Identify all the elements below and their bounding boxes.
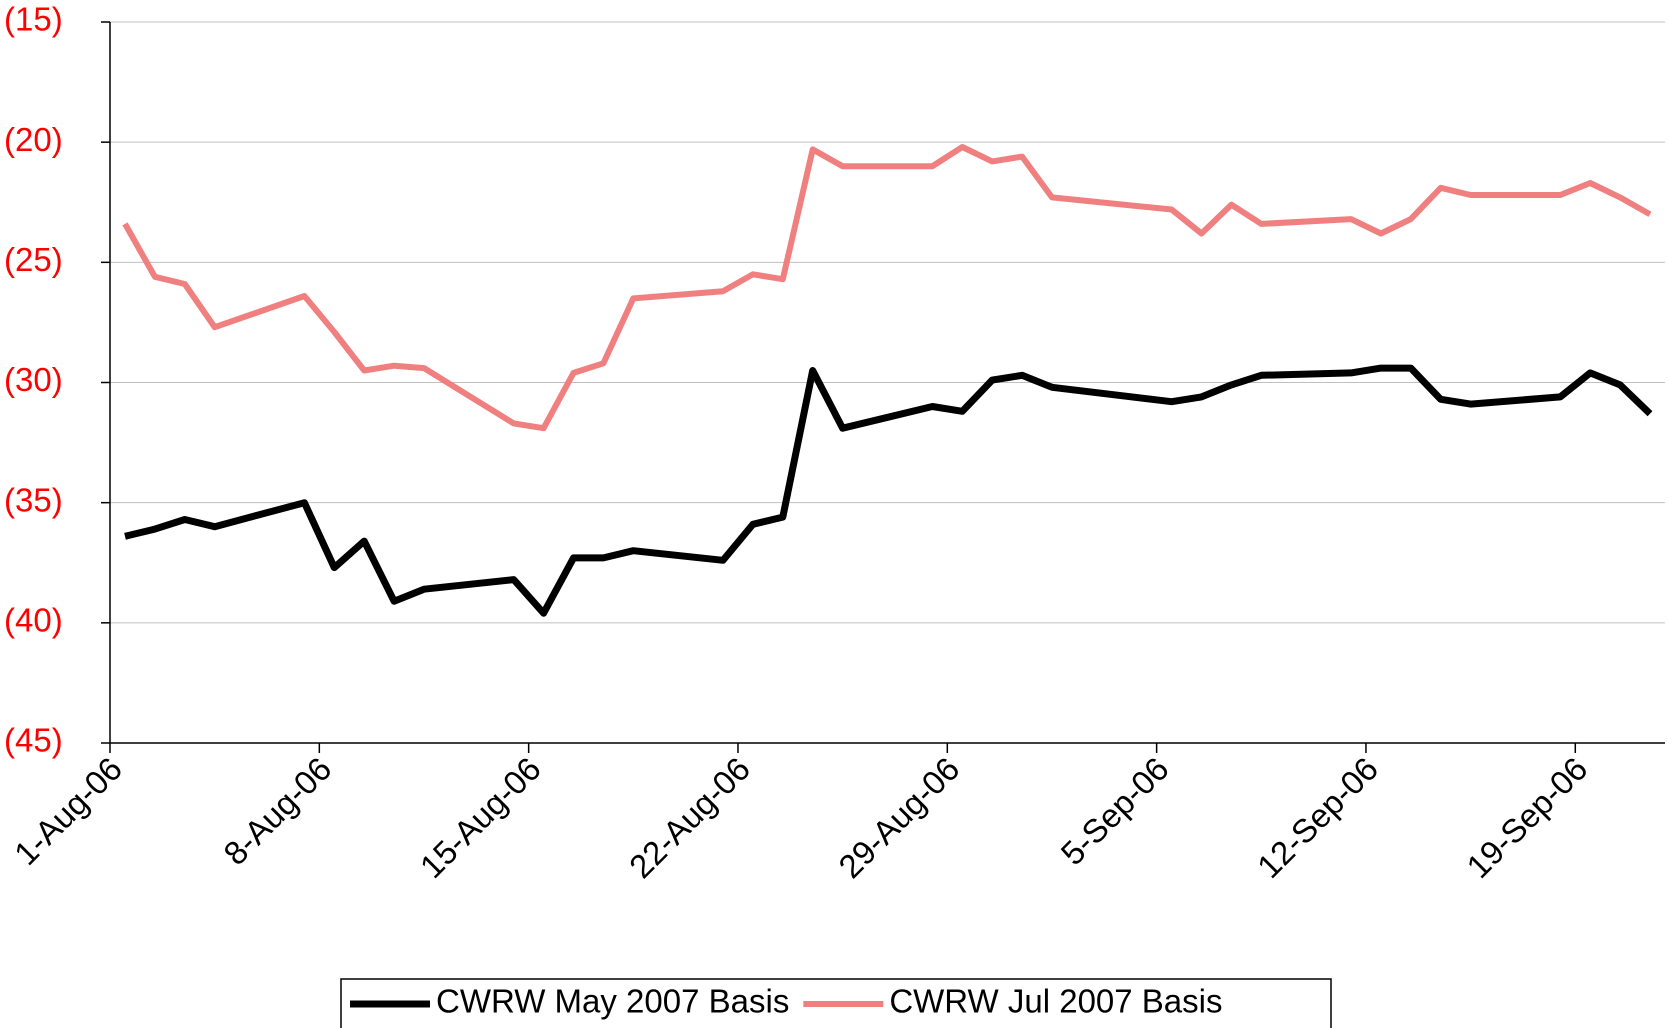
legend-label: CWRW Jul 2007 Basis — [889, 983, 1222, 1020]
y-tick-label: (35) — [4, 481, 63, 518]
x-tick-label: 1-Aug-06 — [7, 750, 129, 872]
x-tick-label: 15-Aug-06 — [413, 750, 548, 885]
y-tick-label: (30) — [4, 361, 63, 398]
y-tick-label: (25) — [4, 241, 63, 278]
y-tick-label: (40) — [4, 602, 63, 639]
x-tick-label: 19-Sep-06 — [1459, 750, 1594, 885]
y-tick-label: (20) — [4, 121, 63, 158]
legend-label: CWRW May 2007 Basis — [436, 983, 789, 1020]
x-tick-label: 12-Sep-06 — [1250, 750, 1385, 885]
legend: CWRW May 2007 Basis CWRW Jul 2007 Basis — [340, 978, 1332, 1028]
series-line — [122, 144, 1652, 432]
y-tick-label: (45) — [4, 722, 63, 759]
x-tick-label: 8-Aug-06 — [216, 750, 338, 872]
x-tick-label: 29-Aug-06 — [831, 750, 966, 885]
series-line — [124, 364, 1653, 617]
y-tick-label: (15) — [4, 1, 63, 38]
x-tick-label: 5-Sep-06 — [1054, 750, 1176, 872]
x-tick-label: 22-Aug-06 — [622, 750, 757, 885]
